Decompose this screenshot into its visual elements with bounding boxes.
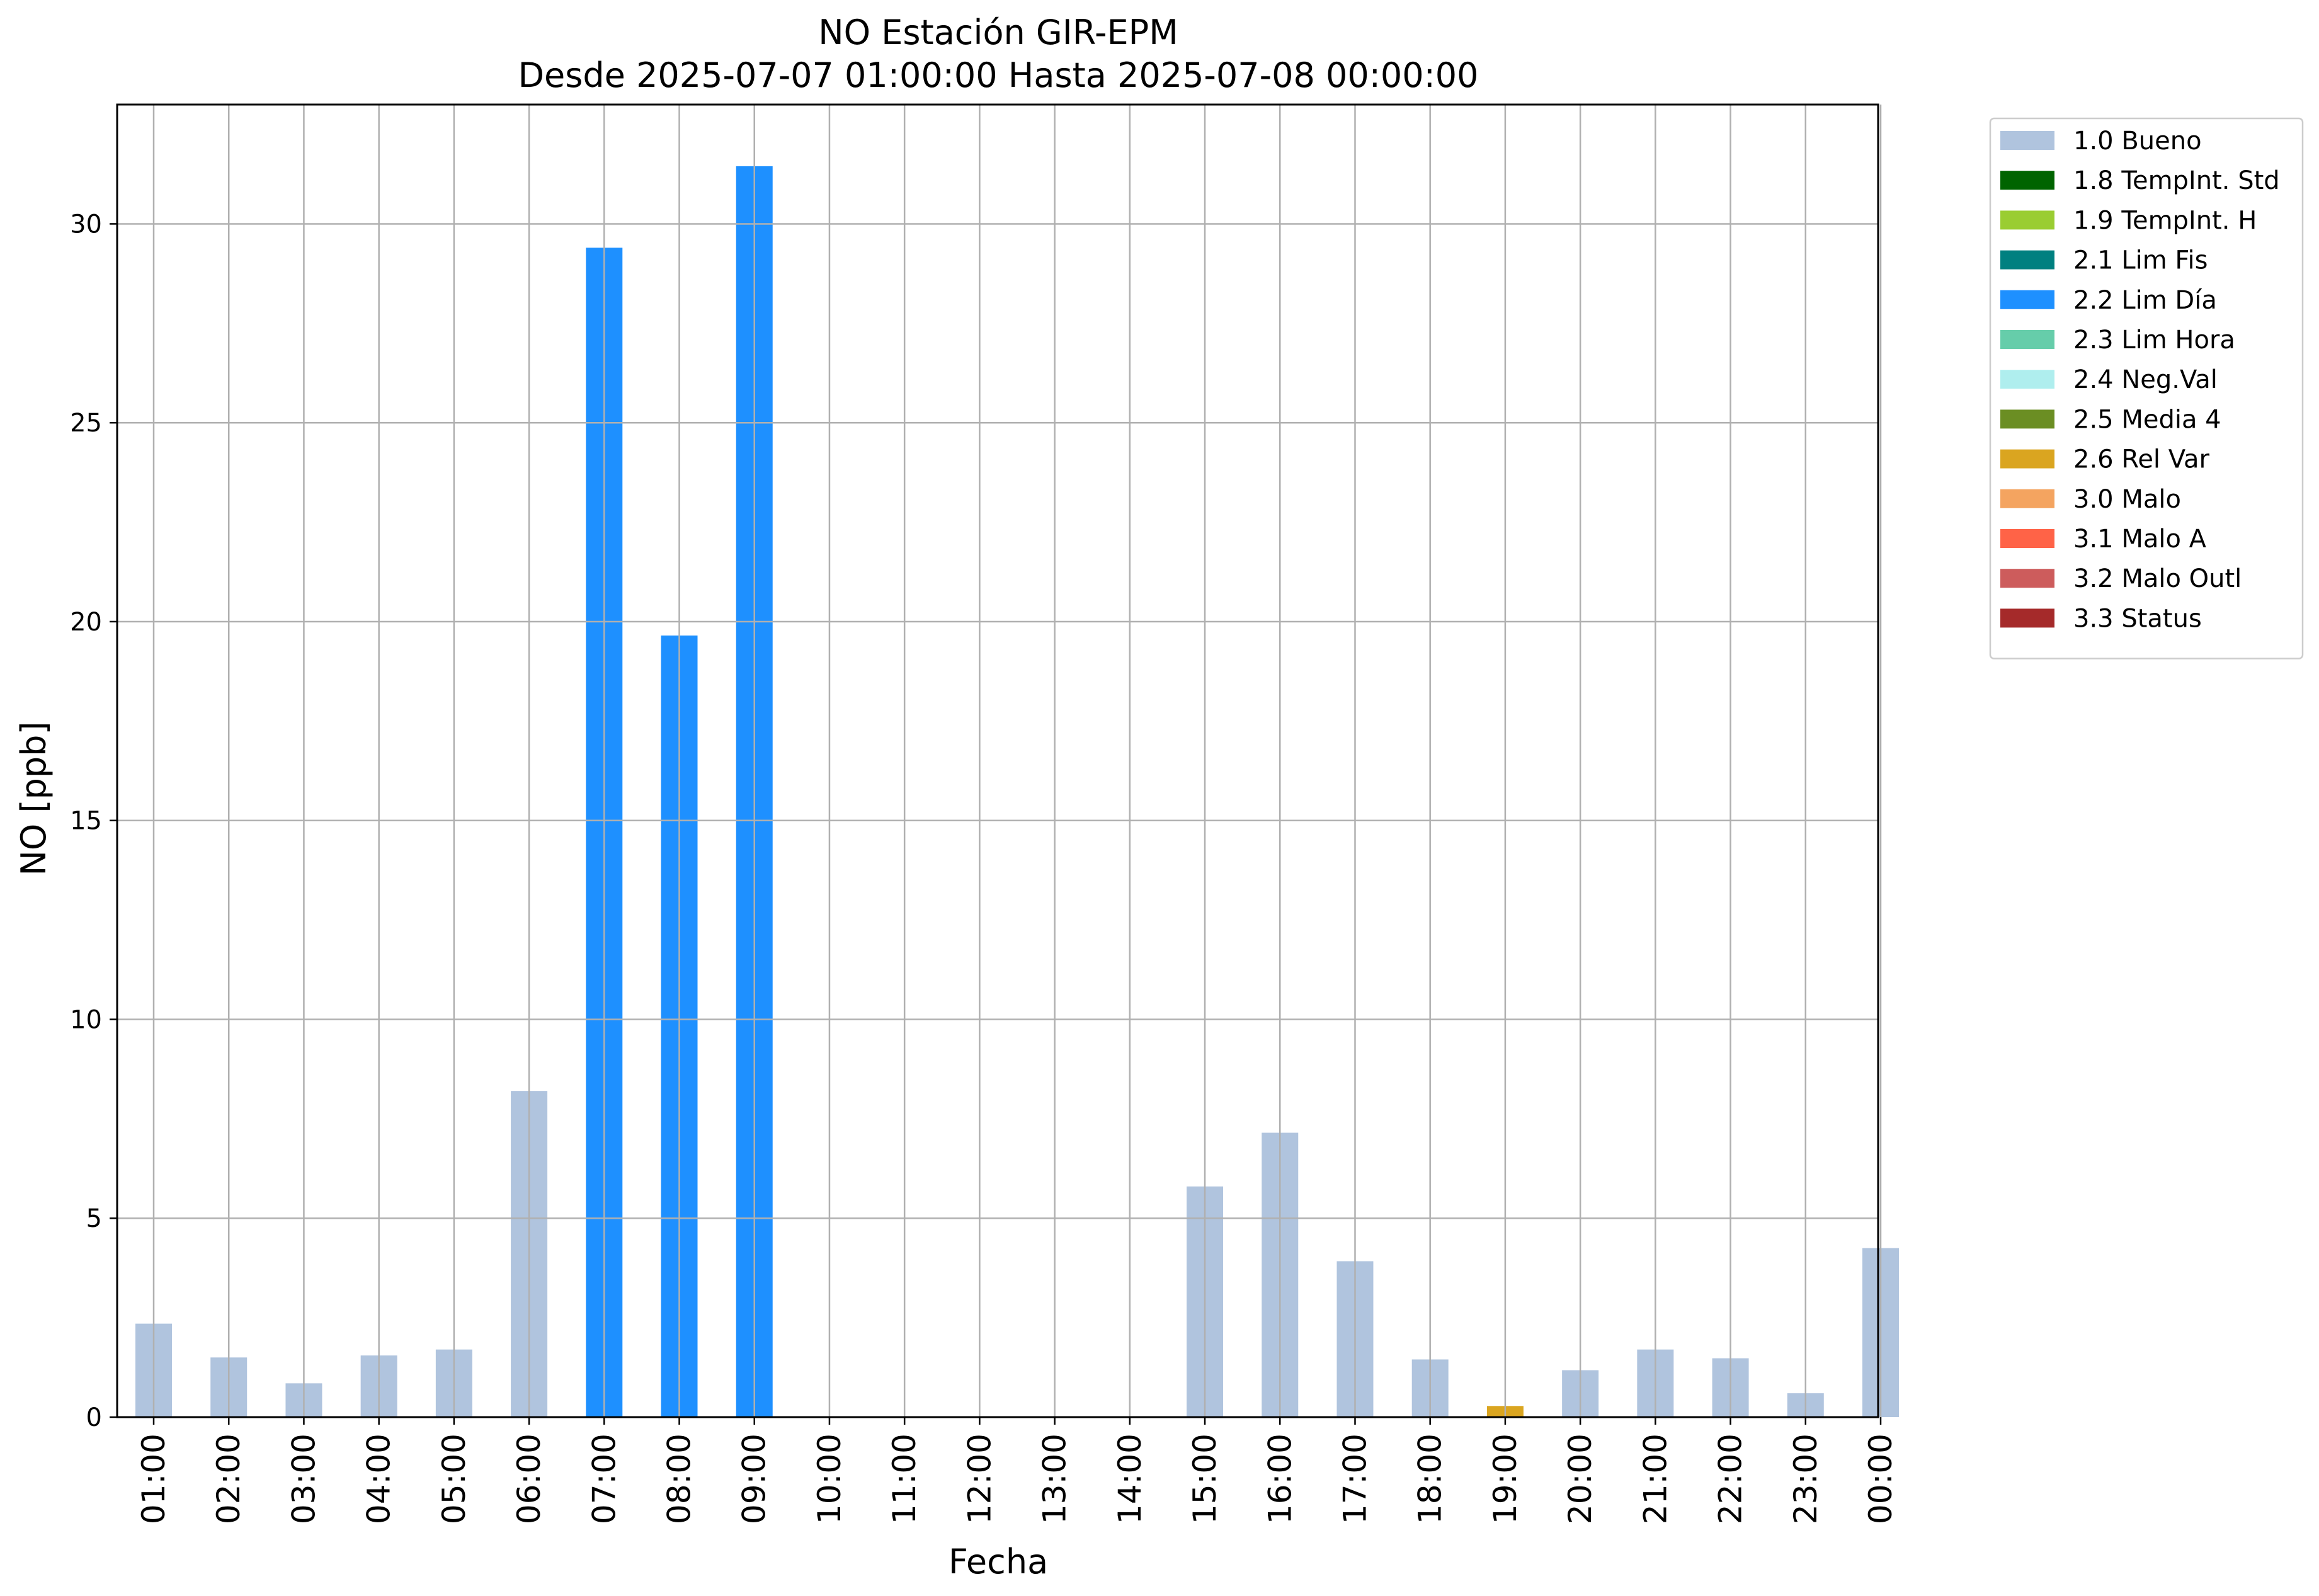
legend-label: 3.1 Malo A	[2073, 525, 2207, 554]
legend-label: 2.1 Lim Fis	[2073, 246, 2208, 275]
legend-swatch	[2000, 489, 2054, 508]
x-tick-label: 14:00	[1112, 1434, 1148, 1524]
legend-swatch	[2000, 569, 2054, 588]
x-tick-label: 09:00	[736, 1434, 773, 1524]
x-tick-label: 16:00	[1262, 1434, 1298, 1524]
x-tick-label: 20:00	[1562, 1434, 1598, 1524]
x-tick-label: 07:00	[586, 1434, 622, 1524]
plot-frame	[116, 103, 1879, 1418]
y-tick-label: 10	[70, 1005, 102, 1034]
x-tick-label: 02:00	[210, 1434, 247, 1524]
legend-swatch	[2000, 330, 2054, 349]
legend-swatch	[2000, 171, 2054, 190]
legend-box	[1989, 117, 2304, 659]
x-tick-label: 17:00	[1336, 1434, 1373, 1524]
legend-swatch	[2000, 449, 2054, 469]
x-tick-label: 10:00	[811, 1434, 848, 1524]
x-tick-label: 06:00	[511, 1434, 547, 1524]
legend-label: 1.9 TempInt. H	[2073, 206, 2257, 235]
legend-label: 1.8 TempInt. Std	[2073, 166, 2280, 195]
x-tick-label: 18:00	[1412, 1434, 1449, 1524]
legend-label: 3.2 Malo Outl	[2073, 564, 2242, 593]
y-tick-label: 25	[70, 409, 102, 438]
x-tick-label: 22:00	[1712, 1434, 1749, 1524]
legend-swatch	[2000, 409, 2054, 429]
y-tick-label: 30	[70, 210, 102, 239]
legend-label: 1.0 Bueno	[2073, 127, 2202, 156]
x-tick-label: 15:00	[1187, 1434, 1223, 1524]
chart-subtitle: Desde 2025-07-07 01:00:00 Hasta 2025-07-…	[518, 55, 1478, 95]
x-tick-label: 11:00	[886, 1434, 923, 1524]
legend-label: 3.0 Malo	[2073, 485, 2181, 514]
legend-swatch	[2000, 131, 2054, 150]
legend-label: 3.3 Status	[2073, 604, 2202, 633]
x-tick-label: 13:00	[1037, 1434, 1073, 1524]
y-tick-label: 15	[70, 807, 102, 836]
legend-swatch	[2000, 370, 2054, 389]
axes: 0 5 10 15 20 25 30 01:00 02:00 03:00 04:00 05:00 06:…	[70, 103, 1899, 1524]
x-tick-label: 04:00	[361, 1434, 397, 1524]
x-tick-label: 01:00	[135, 1434, 172, 1524]
x-tick-label: 21:00	[1637, 1434, 1673, 1524]
legend-swatch	[2000, 529, 2054, 548]
y-tick-label: 5	[86, 1204, 102, 1233]
x-tick-label: 08:00	[661, 1434, 698, 1524]
y-tick-label: 0	[86, 1403, 102, 1432]
legend-swatch	[2000, 608, 2054, 628]
x-tick-label: 00:00	[1862, 1434, 1899, 1524]
legend-swatch	[2000, 250, 2054, 270]
chart-title: NO Estación GIR-EPM	[818, 13, 1178, 52]
legend-label: 2.6 Rel Var	[2073, 445, 2210, 474]
y-axis-label: NO [ppb]	[14, 721, 54, 875]
x-tick-label: 23:00	[1787, 1434, 1824, 1524]
legend-swatch	[2000, 210, 2054, 230]
legend-swatch	[2000, 290, 2054, 309]
legend-label: 2.3 Lim Hora	[2073, 326, 2235, 355]
grid	[117, 105, 1882, 1418]
x-tick-label: 03:00	[285, 1434, 322, 1524]
x-axis-label: Fecha	[949, 1542, 1048, 1582]
legend-label: 2.5 Media 4	[2073, 405, 2221, 434]
legend: 1.0 Bueno 1.8 TempInt. Std 1.9 TempInt. H 2…	[1989, 117, 2304, 659]
x-tick-label: 12:00	[961, 1434, 998, 1524]
x-tick-label: 19:00	[1487, 1434, 1524, 1524]
legend-label: 2.4 Neg.Val	[2073, 365, 2218, 394]
x-tick-label: 05:00	[436, 1434, 472, 1524]
legend-label: 2.2 Lim Día	[2073, 286, 2217, 315]
y-tick-label: 20	[70, 608, 102, 637]
